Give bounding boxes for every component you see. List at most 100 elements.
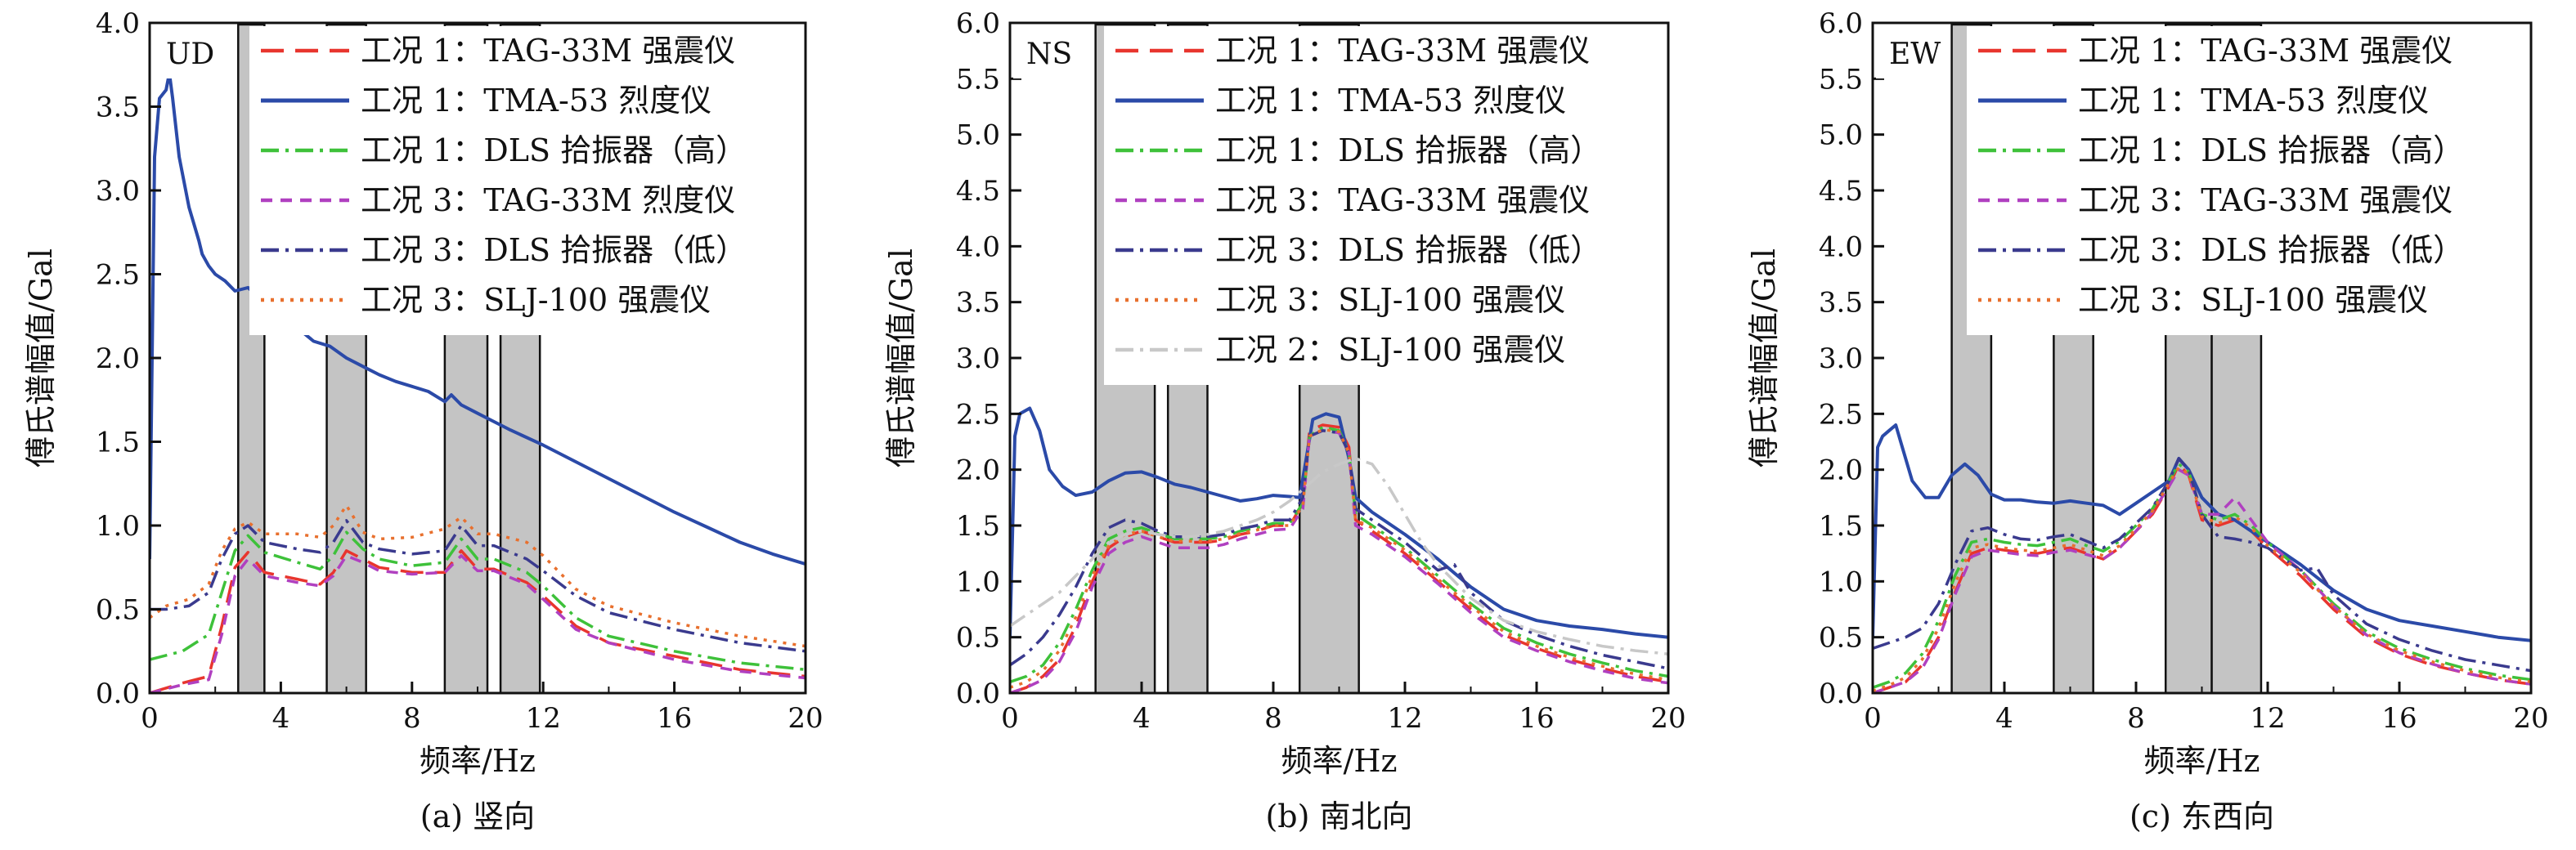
y-tick-label: 5.5 (956, 63, 1000, 96)
y-tick-label: 1.5 (1819, 510, 1863, 543)
legend-label: 工况 3：SLJ-100 强震仪 (361, 282, 711, 318)
legend-label: 工况 1：TAG-33M 强震仪 (1215, 33, 1590, 69)
x-tick-label: 0 (1864, 702, 1882, 735)
y-tick-label: 2.0 (956, 454, 1000, 487)
y-axis-label: 傅氏谱幅值/Gal (23, 248, 59, 468)
x-tick-label: 12 (526, 702, 561, 735)
legend-box (249, 26, 802, 335)
y-tick-label: 6.0 (956, 7, 1000, 40)
x-tick-label: 0 (141, 702, 159, 735)
legend-box (1967, 26, 2528, 335)
y-tick-label: 1.5 (956, 510, 1000, 543)
panel-tag: UD (166, 38, 214, 71)
x-tick-label: 4 (272, 702, 290, 735)
legend-label: 工况 1：DLS 拾振器（高） (2078, 132, 2464, 168)
y-tick-label: 0.5 (96, 594, 140, 627)
panel-tag: EW (1889, 38, 1941, 71)
x-tick-label: 4 (1995, 702, 2013, 735)
chart-panel-north-south: 0 4 8 12 16 20 0.0 0.5 1.0 1.5 2.0 2.5 3.0 3.5 4.0 4.5 5… (883, 7, 1686, 834)
series-line (150, 503, 806, 648)
y-tick-label: 4.0 (1819, 230, 1863, 263)
series-line (1010, 429, 1668, 670)
y-tick-label: 3.5 (1819, 287, 1863, 320)
legend-label: 工况 1：TMA-53 烈度仪 (1215, 83, 1566, 119)
x-tick-label: 4 (1133, 702, 1151, 735)
y-tick-label: 0.5 (956, 622, 1000, 655)
y-tick-label: 3.0 (96, 175, 140, 208)
y-tick-label: 4.5 (1819, 175, 1863, 208)
panel-tag-box (153, 26, 236, 78)
legend-label: 工况 3：DLS 拾振器（低） (2078, 232, 2464, 268)
legend-label: 工况 1：TMA-53 烈度仪 (2078, 83, 2429, 119)
series-line (1873, 463, 2531, 689)
series-line (150, 530, 806, 672)
y-tick-label: 3.0 (956, 342, 1000, 375)
series-line (1873, 423, 2531, 642)
legend-label: 工况 2：SLJ-100 强震仪 (1215, 332, 1565, 368)
legend-label: 工况 3：TAG-33M 强震仪 (2078, 182, 2453, 218)
legend-label: 工况 3：SLJ-100 强震仪 (2078, 282, 2428, 318)
x-tick-label: 8 (403, 702, 421, 735)
y-tick-label: 0.5 (1819, 622, 1863, 655)
y-tick-label: 3.5 (956, 287, 1000, 320)
x-tick-label: 16 (1519, 702, 1554, 735)
y-tick-label: 5.0 (1819, 119, 1863, 152)
y-tick-label: 5.0 (956, 119, 1000, 152)
y-tick-label: 0.0 (956, 678, 1000, 710)
y-tick-label: 2.5 (96, 259, 140, 292)
series-line (150, 71, 806, 566)
series-line (150, 554, 806, 693)
y-tick-label: 1.0 (956, 566, 1000, 598)
x-tick-label: 16 (657, 702, 692, 735)
x-tick-label: 20 (2513, 702, 2548, 735)
y-tick-label: 4.0 (956, 230, 1000, 263)
y-tick-label: 2.5 (956, 398, 1000, 431)
panel-caption: (c) 东西向 (2129, 799, 2274, 834)
y-tick-label: 1.0 (96, 510, 140, 543)
series-line (1010, 429, 1668, 693)
series-line (1873, 457, 2531, 673)
x-tick-label: 8 (2127, 702, 2145, 735)
y-tick-label: 2.0 (1819, 454, 1863, 487)
series-line (1873, 468, 2531, 693)
y-tick-label: 2.5 (1819, 398, 1863, 431)
y-tick-label: 4.0 (96, 7, 140, 40)
series-line (1010, 423, 1668, 693)
panel-caption: (a) 竖向 (420, 799, 535, 834)
y-tick-label: 3.0 (1819, 342, 1863, 375)
y-tick-label: 6.0 (1819, 7, 1863, 40)
panel-tag-box (1013, 26, 1085, 78)
y-tick-label: 2.0 (96, 342, 140, 375)
x-tick-label: 16 (2381, 702, 2417, 735)
y-tick-label: 1.0 (1819, 566, 1863, 598)
x-axis-label: 频率/Hz (1281, 743, 1398, 779)
y-tick-label: 4.5 (956, 175, 1000, 208)
legend-label: 工况 1：DLS 拾振器（高） (361, 132, 747, 168)
x-tick-label: 8 (1264, 702, 1282, 735)
y-tick-label: 5.5 (1819, 63, 1863, 96)
series-line (150, 519, 806, 653)
x-tick-label: 20 (1650, 702, 1685, 735)
y-axis-label: 傅氏谱幅值/Gal (883, 248, 919, 468)
x-tick-label: 12 (2250, 702, 2285, 735)
panel-caption: (b) 南北向 (1265, 799, 1412, 834)
legend-label: 工况 1：TMA-53 烈度仪 (361, 83, 711, 119)
x-tick-label: 0 (1001, 702, 1019, 735)
legend-box (1104, 26, 1665, 385)
series-line (1010, 427, 1668, 689)
legend-label: 工况 3：DLS 拾振器（低） (1215, 232, 1601, 268)
y-tick-label: 3.5 (96, 92, 140, 124)
chart-panel-east-west: 0 4 8 12 16 20 0.0 0.5 1.0 1.5 2.0 2.5 3.0 3.5 4.0 4.5 5… (1746, 7, 2549, 834)
panel-tag: NS (1026, 38, 1072, 71)
series-line (1010, 457, 1668, 655)
y-tick-label: 0.0 (96, 678, 140, 710)
x-tick-label: 12 (1387, 702, 1422, 735)
x-axis-label: 频率/Hz (420, 743, 536, 779)
series-line (1010, 425, 1668, 683)
legend-label: 工况 1：DLS 拾振器（高） (1215, 132, 1601, 168)
legend-label: 工况 1：TAG-33M 强震仪 (361, 33, 735, 69)
chart-panel-vertical: 0 4 8 12 16 20 0.0 0.5 1.0 1.5 2.0 2.5 3.0 3.5 4.0 频率/H… (23, 7, 824, 834)
y-tick-label: 0.0 (1819, 678, 1863, 710)
legend-label: 工况 1：TAG-33M 强震仪 (2078, 33, 2453, 69)
